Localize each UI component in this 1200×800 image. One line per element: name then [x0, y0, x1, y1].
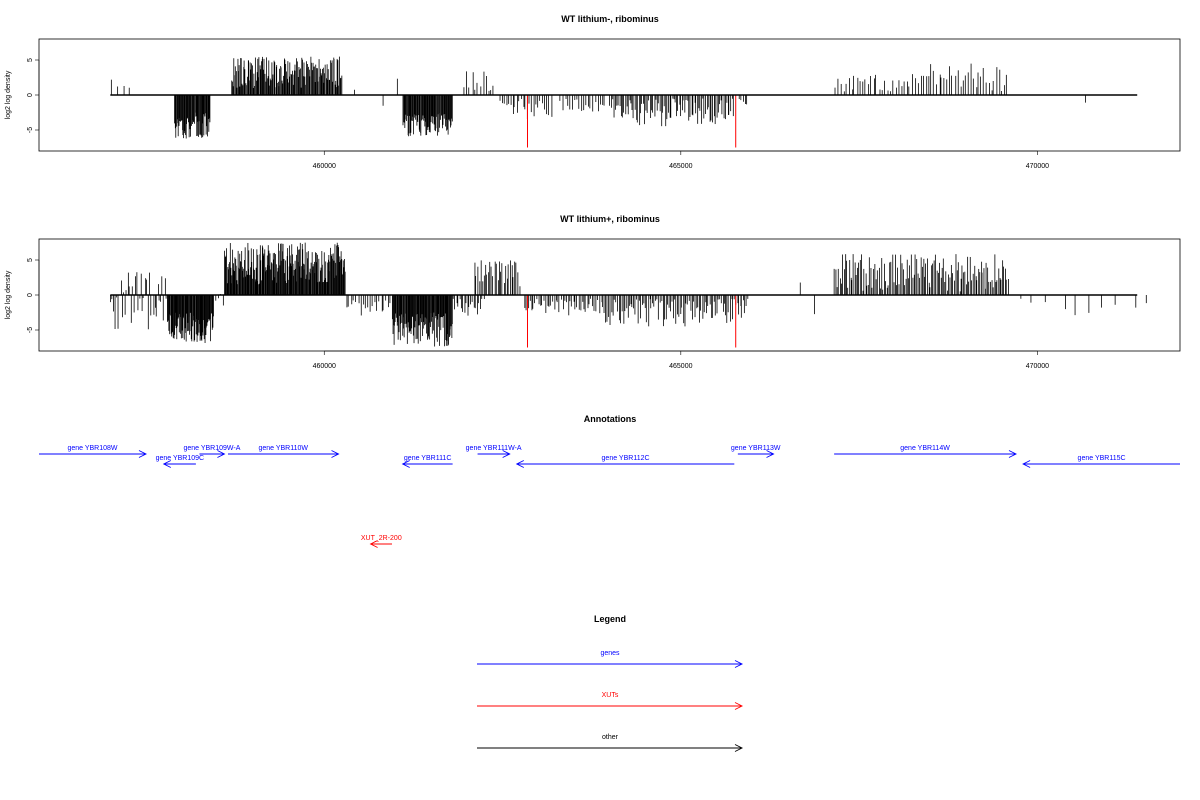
legend-entry: XUTs	[477, 692, 744, 710]
legend-entries: genes XUTs other	[477, 650, 744, 752]
y-tick-label: 0	[27, 93, 34, 97]
panel-2-title: WT lithium+, ribominus	[560, 214, 660, 224]
legend-arrowhead	[734, 702, 744, 710]
feature-label: gene YBR110W	[258, 445, 308, 452]
panel-1-ylabel: log2 log density	[5, 70, 12, 119]
feature-gene: gene YBR109W-A	[183, 445, 241, 458]
feature-arrowhead	[217, 450, 226, 458]
annotations-title: Annotations	[584, 414, 637, 424]
feature-arrowhead	[1008, 450, 1017, 458]
feature-arrowhead	[502, 450, 511, 458]
panel-1-xaxis: 460000 465000 470000	[313, 150, 1049, 170]
panel-lithium-minus: WT lithium-, ribominus log2 log density …	[5, 14, 1181, 170]
feature-gene: gene YBR109C	[156, 455, 205, 468]
feature-label: gene YBR113W	[731, 445, 781, 452]
feature-label: gene YBR111W-A	[466, 445, 522, 452]
panel-1-title: WT lithium-, ribominus	[561, 14, 659, 24]
feature-arrowhead	[515, 460, 524, 468]
feature-label: gene YBR111C	[404, 455, 451, 462]
x-tick-label: 470000	[1026, 363, 1049, 370]
x-tick-label: 465000	[669, 163, 692, 170]
legend-label: genes	[600, 650, 620, 657]
feature-label: gene YBR108W	[67, 445, 117, 452]
x-tick-label: 460000	[313, 363, 336, 370]
panel-1-bars	[110, 56, 1086, 148]
feature-arrowhead	[162, 460, 171, 468]
feature-xut: XUT_2R-200	[361, 535, 402, 548]
feature-gene: gene YBR113W	[731, 445, 781, 458]
panel-lithium-plus: WT lithium+, ribominus log2 log density …	[5, 214, 1181, 370]
legend-entry: genes	[477, 650, 744, 668]
legend-arrowhead	[734, 744, 744, 752]
x-tick-label: 470000	[1026, 163, 1049, 170]
feature-label: XUT_2R-200	[361, 535, 402, 542]
legend-entry: other	[477, 734, 744, 752]
x-tick-label: 465000	[669, 363, 692, 370]
feature-gene: gene YBR108W	[39, 445, 147, 458]
legend-label: XUTs	[602, 692, 619, 699]
y-tick-label: 5	[27, 58, 34, 62]
x-tick-label: 460000	[313, 163, 336, 170]
panel-2-yaxis: 5 0 -5	[27, 258, 40, 333]
legend-title: Legend	[594, 614, 626, 624]
legend-arrowhead	[734, 660, 744, 668]
feature-arrowhead	[369, 540, 378, 548]
panel-2-bars	[110, 242, 1147, 348]
panel-2-ylabel: log2 log density	[5, 270, 12, 319]
legend-panel: Legend genes XUTs other	[477, 614, 744, 752]
feature-gene: gene YBR114W	[834, 445, 1017, 458]
y-tick-label: -5	[27, 127, 34, 133]
legend-label: other	[602, 734, 619, 741]
y-tick-label: -5	[27, 327, 34, 333]
feature-label: gene YBR114W	[900, 445, 950, 452]
feature-gene: gene YBR115C	[1022, 455, 1180, 468]
feature-arrowhead	[331, 450, 340, 458]
feature-gene: gene YBR111C	[401, 455, 453, 468]
annotation-features: gene YBR108W gene YBR109C gene YBR109W-A ge…	[39, 445, 1180, 548]
y-tick-label: 5	[27, 258, 34, 262]
feature-arrowhead	[1022, 460, 1031, 468]
panel-1-yaxis: 5 0 -5	[27, 58, 40, 133]
feature-label: gene YBR115C	[1078, 455, 1126, 462]
feature-arrowhead	[138, 450, 147, 458]
feature-label: gene YBR112C	[602, 455, 650, 462]
feature-arrowhead	[766, 450, 775, 458]
feature-gene: gene YBR110W	[227, 445, 340, 458]
feature-gene: gene YBR111W-A	[466, 445, 522, 458]
panel-2-xaxis: 460000 465000 470000	[313, 350, 1049, 370]
feature-gene: gene YBR112C	[515, 455, 735, 468]
y-tick-label: 0	[27, 293, 34, 297]
feature-label: gene YBR109W-A	[183, 445, 240, 452]
feature-label: gene YBR109C	[156, 455, 205, 462]
feature-arrowhead	[401, 460, 410, 468]
